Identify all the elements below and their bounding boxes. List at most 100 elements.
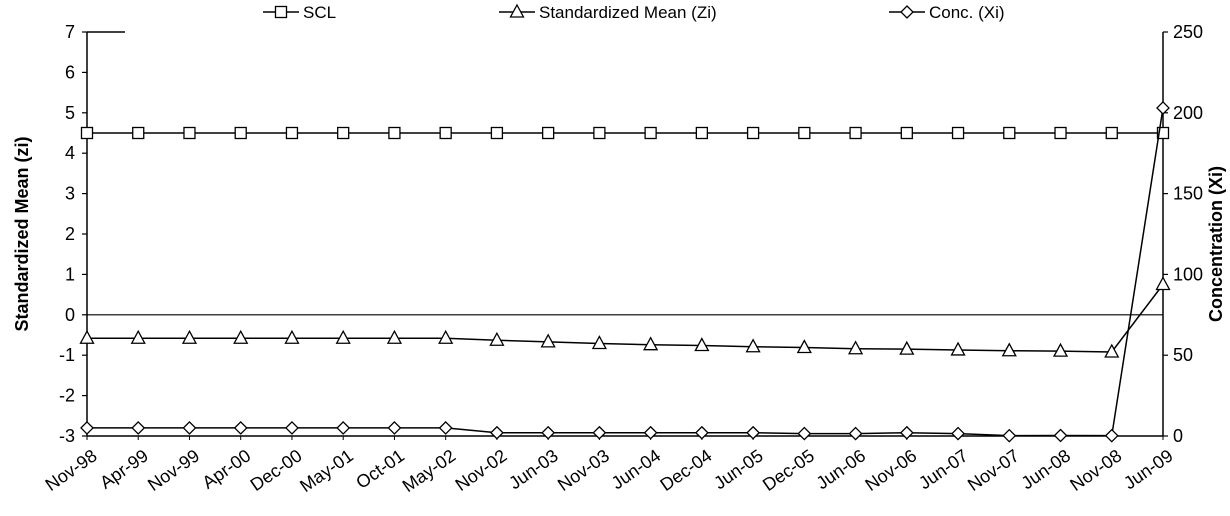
y-right-tick-label: 250 (1173, 22, 1203, 42)
data-point-scl (439, 126, 452, 140)
series-scl (80, 126, 1170, 140)
data-point-standardized-mean-zi (489, 331, 505, 346)
data-point-scl (644, 126, 657, 140)
y-right-axis-title: Concentration (Xi) (1206, 166, 1226, 322)
x-tick-label: Jun-09 (1120, 445, 1177, 493)
data-point-scl (132, 126, 145, 140)
data-point-standardized-mean-zi (643, 336, 659, 351)
data-point-standardized-mean-zi (1001, 342, 1017, 357)
x-tick-label: Nov-98 (42, 445, 101, 495)
legend-label: SCL (303, 3, 336, 22)
legend-item-scl: SCL (263, 3, 336, 22)
legend-item-conc-xi: Conc. (Xi) (889, 3, 1005, 22)
data-point-standardized-mean-zi (847, 340, 864, 355)
data-point-standardized-mean-zi (284, 329, 300, 344)
legend-item-standardized-mean-zi: Standardized Mean (Zi) (499, 3, 717, 22)
x-tick-label: Apr-00 (199, 445, 255, 492)
data-point-conc-xi (643, 425, 658, 440)
data-point-scl (798, 126, 811, 140)
y-left-tick-label: -2 (59, 386, 75, 406)
data-point-standardized-mean-zi (540, 333, 556, 348)
data-point-standardized-mean-zi (79, 329, 95, 344)
data-point-standardized-mean-zi (1104, 343, 1120, 358)
y-right-tick-label: 200 (1173, 103, 1203, 123)
y-left-tick-label: 7 (65, 22, 75, 42)
y-left-tick-label: -3 (59, 426, 75, 446)
series-conc-xi (80, 101, 1170, 443)
data-point-conc-xi (541, 425, 556, 440)
axes (82, 31, 1168, 440)
data-point-conc-xi (131, 421, 146, 435)
x-tick-label: Nov-99 (144, 445, 203, 495)
data-point-conc-xi (694, 425, 709, 440)
series-layer (79, 101, 1171, 443)
y-left-tick-label: 0 (65, 305, 75, 325)
y-left-tick-label: -1 (59, 345, 75, 365)
series-line-conc-xi (87, 107, 1164, 437)
data-point-scl (1054, 126, 1067, 140)
x-tick-label: Jun-07 (915, 445, 972, 493)
data-point-standardized-mean-zi (950, 341, 966, 356)
data-point-scl (337, 126, 350, 140)
data-point-conc-xi (797, 426, 812, 441)
data-point-scl (1003, 126, 1016, 140)
data-point-standardized-mean-zi (130, 329, 146, 344)
x-tick-label: Jun-06 (813, 445, 870, 493)
y-left-tick-label: 3 (65, 184, 75, 204)
data-point-conc-xi (848, 426, 863, 441)
legend: SCL Standardized Mean (Zi) Conc. (Xi) (263, 3, 1005, 22)
data-point-conc-xi (80, 421, 94, 435)
data-point-scl (746, 126, 760, 140)
legend-label: Conc. (Xi) (929, 3, 1005, 22)
data-point-standardized-mean-zi (335, 329, 351, 344)
legend-label: Standardized Mean (Zi) (539, 3, 717, 22)
y-left-tick-label: 4 (65, 143, 75, 163)
data-point-conc-xi (1053, 428, 1068, 443)
data-point-standardized-mean-zi (796, 339, 812, 354)
y-right-tick-label: 0 (1173, 426, 1183, 446)
y-right-tick-label: 150 (1173, 184, 1203, 204)
data-point-standardized-mean-zi (745, 338, 761, 353)
x-tick-label: Nov-07 (964, 445, 1023, 495)
x-tick-label: Dec-00 (247, 445, 306, 495)
legend-marker-standardized-mean-zi (509, 3, 525, 18)
x-tick-label: Oct-01 (352, 445, 408, 492)
legend-marker-conc-xi (900, 5, 914, 19)
x-tick-label: Nov-02 (452, 445, 511, 495)
data-point-scl (388, 126, 401, 140)
x-tick-label: Apr-99 (96, 445, 152, 492)
x-tick-label: May-01 (296, 445, 357, 496)
data-point-scl (1156, 126, 1170, 140)
data-point-conc-xi (489, 425, 504, 440)
data-point-scl (285, 126, 299, 140)
data-point-conc-xi (387, 421, 402, 435)
data-point-scl (900, 126, 913, 140)
data-point-conc-xi (336, 421, 351, 435)
y-left-axis-title: Standardized Mean (zi) (12, 136, 32, 331)
data-point-scl (695, 126, 709, 140)
series-line-standardized-mean-zi (87, 284, 1164, 353)
data-point-standardized-mean-zi (438, 329, 454, 344)
data-point-standardized-mean-zi (181, 329, 198, 344)
y-left-tick-label: 1 (65, 264, 75, 284)
data-point-scl (849, 126, 862, 140)
x-tick-label: Nov-06 (861, 445, 920, 495)
y-right-tick-label: 100 (1173, 264, 1203, 284)
tick-labels: -3 -2 -1 0 1 2 3 4 5 6 7 0 50 100 150 200 250 Nov-98Apr-9… (12, 22, 1226, 496)
y-left-tick-label: 5 (65, 103, 75, 123)
data-point-conc-xi (233, 421, 248, 435)
data-point-scl (490, 126, 504, 140)
data-point-standardized-mean-zi (1052, 342, 1069, 357)
legend-marker-scl (274, 5, 288, 19)
data-point-conc-xi (1156, 101, 1170, 115)
data-point-scl (1105, 126, 1118, 140)
x-tick-label: Jun-04 (608, 445, 665, 493)
data-point-standardized-mean-zi (1155, 276, 1171, 291)
data-point-standardized-mean-zi (591, 335, 607, 350)
data-point-standardized-mean-zi (386, 329, 403, 344)
y-left-tick-label: 6 (65, 62, 75, 82)
x-tick-label: Nov-08 (1066, 445, 1125, 495)
data-point-scl (80, 126, 94, 140)
x-tick-label: Jun-03 (505, 445, 562, 493)
